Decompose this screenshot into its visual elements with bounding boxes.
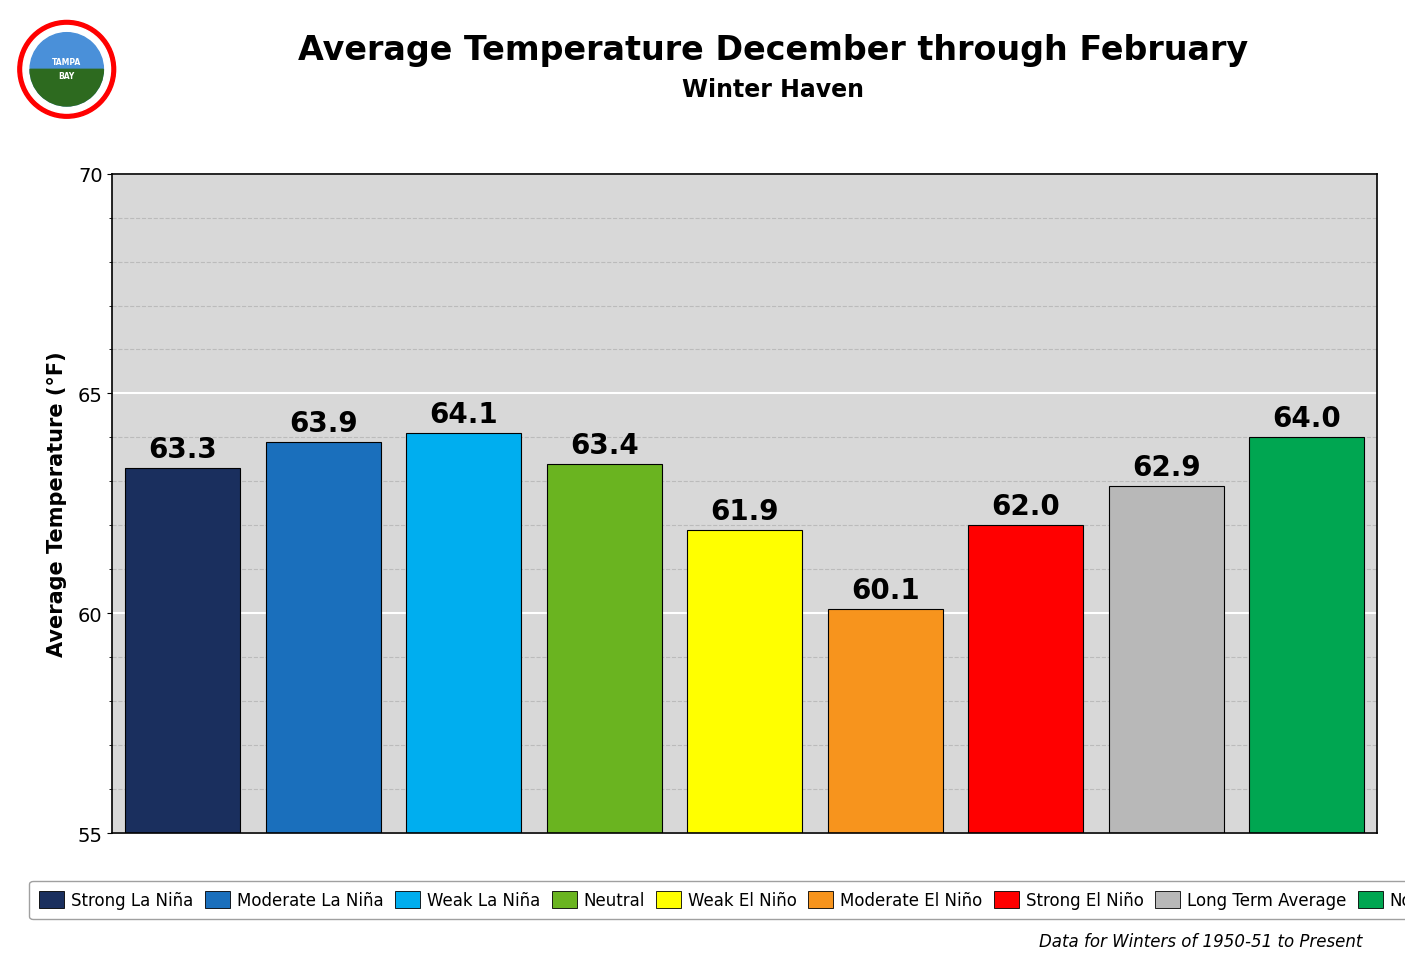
Bar — [1109, 486, 1224, 833]
Bar — [687, 530, 802, 833]
Text: 62.9: 62.9 — [1132, 453, 1200, 481]
Bar — [547, 464, 662, 833]
Text: Average Temperature December through February: Average Temperature December through Feb… — [298, 34, 1248, 67]
Text: 63.3: 63.3 — [149, 435, 216, 463]
Bar — [968, 526, 1083, 833]
Bar — [1249, 438, 1364, 833]
Text: 60.1: 60.1 — [851, 576, 919, 604]
Text: 64.1: 64.1 — [430, 400, 497, 428]
Text: 61.9: 61.9 — [711, 497, 778, 525]
Circle shape — [30, 34, 104, 107]
Text: 63.9: 63.9 — [289, 409, 357, 437]
Text: 62.0: 62.0 — [992, 492, 1059, 520]
Text: TAMPA: TAMPA — [52, 57, 81, 67]
Text: Data for Winters of 1950-51 to Present: Data for Winters of 1950-51 to Present — [1040, 931, 1363, 950]
Circle shape — [22, 26, 111, 114]
Bar — [125, 469, 240, 833]
Y-axis label: Average Temperature (°F): Average Temperature (°F) — [46, 351, 66, 657]
Bar — [266, 443, 381, 833]
Bar — [406, 433, 521, 833]
Text: Winter Haven: Winter Haven — [681, 78, 864, 102]
Bar — [828, 610, 943, 833]
Text: 64.0: 64.0 — [1273, 405, 1340, 433]
Wedge shape — [30, 71, 104, 107]
Legend: Strong La Niña, Moderate La Niña, Weak La Niña, Neutral, Weak El Niño, Moderate : Strong La Niña, Moderate La Niña, Weak L… — [30, 881, 1405, 920]
Circle shape — [18, 21, 115, 119]
Text: 63.4: 63.4 — [570, 431, 638, 459]
Text: BAY: BAY — [59, 72, 74, 80]
